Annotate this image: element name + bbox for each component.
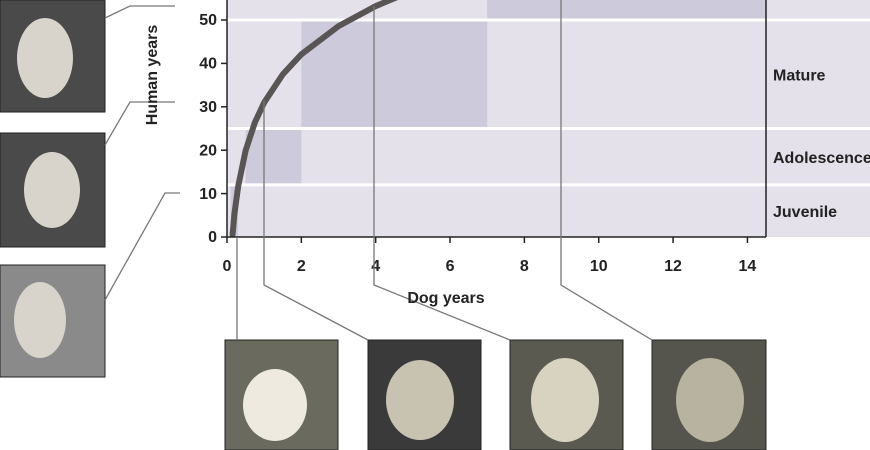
leader: [104, 101, 175, 146]
face: [14, 282, 66, 358]
y-tick-label: 30: [199, 99, 217, 116]
leader: [104, 192, 180, 301]
stage-label: Mature: [773, 67, 826, 84]
x-tick-label: 0: [223, 258, 232, 275]
stage-band: [227, 128, 870, 185]
y-tick-label: 0: [208, 229, 217, 246]
x-tick-label: 6: [446, 258, 455, 275]
leaders: [104, 0, 653, 341]
x-tick-label: 4: [371, 258, 380, 275]
leader: [104, 5, 175, 19]
y-tick-label: 20: [199, 142, 217, 159]
dog-face: [243, 369, 307, 441]
axes: 0 2 4 6 8 10 12 14 0 10 20 30 40 50: [199, 0, 767, 275]
dog-face: [531, 358, 599, 442]
stage-range: [245, 128, 302, 185]
y-tick-label: 50: [199, 12, 217, 29]
y-tick-label: 40: [199, 56, 217, 73]
x-tick-label: 10: [590, 258, 608, 275]
stage-range: [487, 0, 766, 21]
face: [17, 18, 73, 98]
leader: [560, 0, 653, 341]
x-tick-label: 8: [520, 258, 529, 275]
dog-face: [386, 360, 454, 440]
stage-label: Adolescence: [773, 150, 870, 167]
stage-band: [227, 184, 870, 237]
leader: [373, 6, 511, 341]
dog-face: [676, 358, 744, 442]
faces: [14, 18, 744, 442]
x-tick-label: 14: [739, 258, 757, 275]
x-axis-title: Dog years: [407, 290, 484, 307]
stage-range: [301, 20, 488, 129]
regions: Juvenile Adolescence Mature: [227, 0, 870, 237]
leader: [263, 100, 369, 341]
y-tick-label: 10: [199, 186, 217, 203]
x-tick-label: 2: [297, 258, 306, 275]
face: [24, 152, 80, 228]
x-tick-label: 12: [664, 258, 682, 275]
y-axis-title: Human years: [144, 25, 161, 126]
stage-label: Juvenile: [773, 204, 837, 221]
